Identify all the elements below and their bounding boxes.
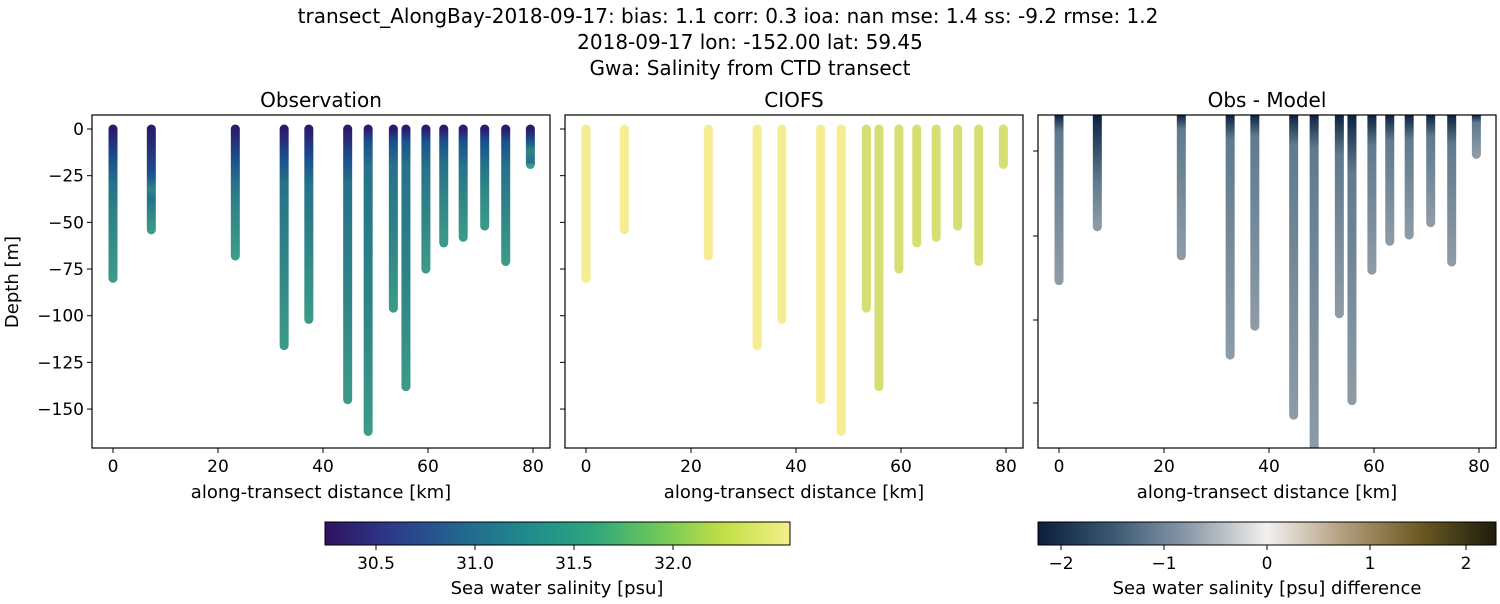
title-line-3: Gwa: Salinity from CTD transect [590,56,911,80]
panel-title-diff: Obs - Model [1208,88,1327,112]
x-tick-label: 40 [1258,457,1280,477]
title-line-1: transect_AlongBay-2018-09-17: bias: 1.1 … [298,4,1159,28]
colorbar-label-diff: Sea water salinity [psu] difference [1113,578,1422,599]
colorbar-tick-label: 30.5 [357,554,395,574]
colorbar [1037,521,1497,546]
title-line-2: 2018-09-17 lon: -152.00 lat: 59.45 [577,30,923,54]
colorbar-tick-label: 2 [1461,554,1472,574]
colorbar-tick-label: −2 [1048,554,1073,574]
x-tick-label: 80 [522,457,544,477]
y-tick-label: 0 [73,120,84,140]
colorbar-tick-label: 0 [1262,554,1273,574]
axes-frame [564,114,1024,449]
axes-frame [1037,114,1497,449]
colorbar-tick-label: 32.0 [654,554,692,574]
colorbar [324,521,791,546]
x-tick-label: 60 [890,457,912,477]
x-tick-label: 20 [207,457,229,477]
y-tick-label: −100 [37,307,84,327]
y-tick-label: −125 [37,353,84,373]
y-tick-label: −50 [48,213,84,233]
x-tick-label: 20 [680,457,702,477]
x-tick-label: 60 [417,457,439,477]
colorbar-tick-label: 31.0 [456,554,494,574]
x-tick-label: 80 [1468,457,1490,477]
colorbar-tick-label: 1 [1365,554,1376,574]
y-tick-label: −150 [37,400,84,420]
plot-area [92,115,550,448]
x-tick-label: 0 [108,457,119,477]
x-tick-label: 0 [581,457,592,477]
x-tick-label: 40 [785,457,807,477]
plot-area [565,115,1023,448]
colorbar-tick-label: 31.5 [555,554,593,574]
plot-area [1038,115,1496,448]
x-tick-label: 60 [1363,457,1385,477]
x-tick-label: 40 [312,457,334,477]
axes-frame [91,114,551,449]
x-axis-label-3: along-transect distance [km] [1137,482,1397,503]
colorbar-label-salinity: Sea water salinity [psu] [451,578,664,599]
colorbar-tick-label: −1 [1151,554,1176,574]
panel-title-ciofs: CIOFS [764,88,823,112]
y-tick-label: −75 [48,260,84,280]
x-axis-label-2: along-transect distance [km] [664,482,924,503]
x-tick-label: 80 [995,457,1017,477]
y-tick-label: −25 [48,167,84,187]
x-tick-label: 20 [1153,457,1175,477]
x-tick-label: 0 [1054,457,1065,477]
y-axis-label: Depth [m] [2,236,23,328]
panel-title-observation: Observation [260,88,382,112]
x-axis-label-1: along-transect distance [km] [191,482,451,503]
